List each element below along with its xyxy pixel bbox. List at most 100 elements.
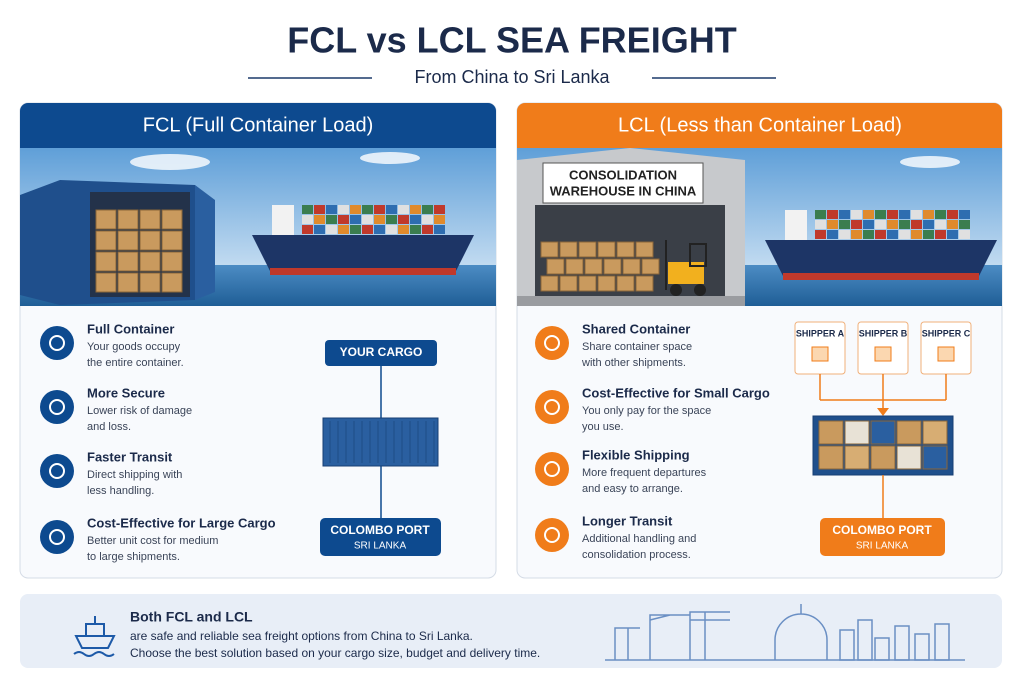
feature-icon-glyph [544, 461, 560, 477]
ship-container [350, 215, 361, 224]
box [584, 258, 603, 275]
box [641, 258, 660, 275]
port-box [820, 518, 945, 556]
feature-icon-glyph [544, 335, 560, 351]
box [559, 275, 578, 292]
ship-container [827, 210, 838, 219]
feature-icon-glyph [49, 463, 65, 479]
shipper-label: SHIPPER A [796, 328, 845, 338]
ship-container [350, 225, 361, 234]
box [565, 258, 584, 275]
ship-stripe [270, 268, 456, 275]
feature-text: and loss. [87, 421, 131, 433]
box [117, 209, 139, 230]
ship-container [326, 205, 337, 214]
ship-container [959, 210, 970, 219]
parcel [896, 445, 922, 470]
parcel [922, 420, 948, 445]
ship-container [851, 210, 862, 219]
ship-container [911, 230, 922, 239]
feature-text: Lower risk of damage [87, 405, 192, 417]
feature-text: you use. [582, 421, 624, 433]
ship-container [935, 230, 946, 239]
footer-title: Both FCL and LCL [130, 609, 253, 625]
building [839, 629, 855, 661]
feature-icon-glyph [544, 399, 560, 415]
box [578, 275, 597, 292]
feature-icon [535, 326, 569, 360]
ship-container [422, 205, 433, 214]
ship-container [935, 220, 946, 229]
ship-container [827, 230, 838, 239]
ship-container [923, 210, 934, 219]
ship-container [326, 225, 337, 234]
ship-container [398, 205, 409, 214]
ship-container [887, 210, 898, 219]
box [161, 251, 183, 272]
port-box [320, 518, 441, 556]
box [95, 230, 117, 251]
box [616, 275, 635, 292]
box [559, 241, 578, 258]
feature-icon [40, 390, 74, 424]
fcl-photo [20, 148, 496, 306]
feature-text: Your goods occupy [87, 341, 181, 353]
ship-container [827, 220, 838, 229]
ship-container [422, 215, 433, 224]
parcel [870, 445, 896, 470]
feature-icon [40, 326, 74, 360]
ship-container [362, 215, 373, 224]
box [161, 209, 183, 230]
ship-container [314, 225, 325, 234]
shipper-parcel [937, 346, 955, 362]
feature-text: You only pay for the space [582, 405, 711, 417]
ship-hull [252, 235, 474, 275]
box [540, 241, 559, 258]
footer-text: Choose the best solution based on your c… [130, 646, 540, 660]
ship-container [302, 205, 313, 214]
box [139, 251, 161, 272]
panel-heading: FCL (Full Container Load) [143, 114, 373, 136]
box [139, 230, 161, 251]
parcel [844, 445, 870, 470]
feature-title: Shared Container [582, 321, 690, 336]
feature-text: the entire container. [87, 357, 184, 369]
box [139, 272, 161, 293]
ship-container [875, 220, 886, 229]
ship-container [326, 215, 337, 224]
ship-container [338, 205, 349, 214]
shipper-parcel [811, 346, 829, 362]
ship-container [959, 220, 970, 229]
ship-container [410, 205, 421, 214]
port-label: COLOMBO PORT [832, 523, 932, 537]
box [603, 258, 622, 275]
ship-container [386, 225, 397, 234]
feature-title: Faster Transit [87, 449, 173, 464]
shipper-label: SHIPPER B [859, 328, 908, 338]
ship-container [302, 215, 313, 224]
container [322, 417, 439, 467]
ship-container [434, 225, 445, 234]
ship-container [923, 230, 934, 239]
shipper-parcel [874, 346, 892, 362]
ship-bridge [272, 205, 294, 235]
ship-container [947, 210, 958, 219]
ship-container [362, 225, 373, 234]
box [161, 272, 183, 293]
feature-text: less handling. [87, 485, 154, 497]
ship-container [899, 220, 910, 229]
ship-container [374, 225, 385, 234]
ship-container [422, 225, 433, 234]
box [635, 241, 654, 258]
feature-title: Cost-Effective for Small Cargo [582, 385, 770, 400]
feature-title: Flexible Shipping [582, 447, 690, 462]
feature-title: Cost-Effective for Large Cargo [87, 515, 276, 530]
ship-container [338, 215, 349, 224]
box [597, 241, 616, 258]
shipper-label: SHIPPER C [922, 328, 971, 338]
box [95, 272, 117, 293]
box [635, 275, 654, 292]
port-sub-label: SRI LANKA [354, 541, 407, 552]
feature-text: Better unit cost for medium [87, 535, 218, 547]
ship-container [815, 210, 826, 219]
